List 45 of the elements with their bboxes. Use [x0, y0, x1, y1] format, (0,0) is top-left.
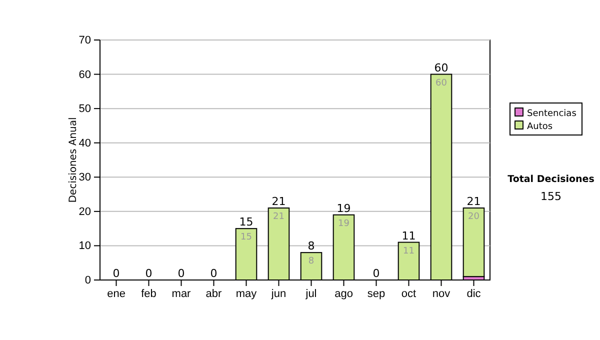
x-tick-label: dic: [466, 288, 482, 300]
data-label: 20: [468, 212, 480, 222]
legend-label: Autos: [527, 122, 553, 132]
y-tick-label: 70: [78, 34, 91, 47]
x-tick-label: feb: [141, 288, 156, 300]
legend-label: Sentencias: [527, 109, 577, 119]
y-tick-label: 20: [78, 206, 91, 218]
data-label: 11: [403, 246, 414, 256]
text: 155: [540, 190, 562, 203]
data-label: 21: [273, 212, 284, 222]
x-tick-label: jul: [304, 288, 317, 300]
data-label: 19: [338, 218, 350, 229]
x-tick-label: mar: [172, 288, 192, 300]
y-tick-label: 40: [78, 137, 91, 150]
data-label: 60: [436, 78, 448, 88]
total-label: 60: [434, 61, 448, 74]
total-label: 21: [272, 195, 286, 208]
total-label: 0: [145, 267, 152, 280]
data-label: 8: [308, 256, 314, 267]
x-tick-label: abr: [206, 288, 222, 300]
y-tick-label: 10: [78, 240, 91, 252]
total-label: 11: [402, 229, 416, 242]
y-tick-label: 60: [78, 68, 91, 81]
total-label: 19: [336, 202, 351, 215]
y-tick-label: 50: [78, 103, 91, 116]
total-label: 0: [112, 267, 120, 280]
total-label: 21: [466, 195, 481, 208]
x-tick-label: ene: [107, 288, 126, 300]
total-label: 0: [372, 267, 380, 280]
y-tick-label: 0: [84, 274, 91, 287]
text: Total Decisiones: [508, 174, 595, 185]
total-label: 15: [239, 216, 254, 229]
bar: [462, 208, 485, 278]
x-tick-label: may: [236, 288, 258, 300]
total-label: 0: [210, 267, 218, 280]
x-tick-label: sep: [367, 288, 386, 300]
y-axis-title: Decisiones Anual: [68, 117, 79, 203]
total-label: 0: [178, 267, 185, 280]
y-tick-label: 30: [78, 172, 91, 184]
x-tick-label: ago: [334, 288, 353, 300]
x-tick-label: nov: [432, 288, 451, 300]
x-tick-label: oct: [401, 288, 416, 300]
x-tick-label: jun: [270, 288, 286, 300]
data-label: 15: [240, 232, 252, 243]
total-label: 8: [308, 240, 315, 253]
